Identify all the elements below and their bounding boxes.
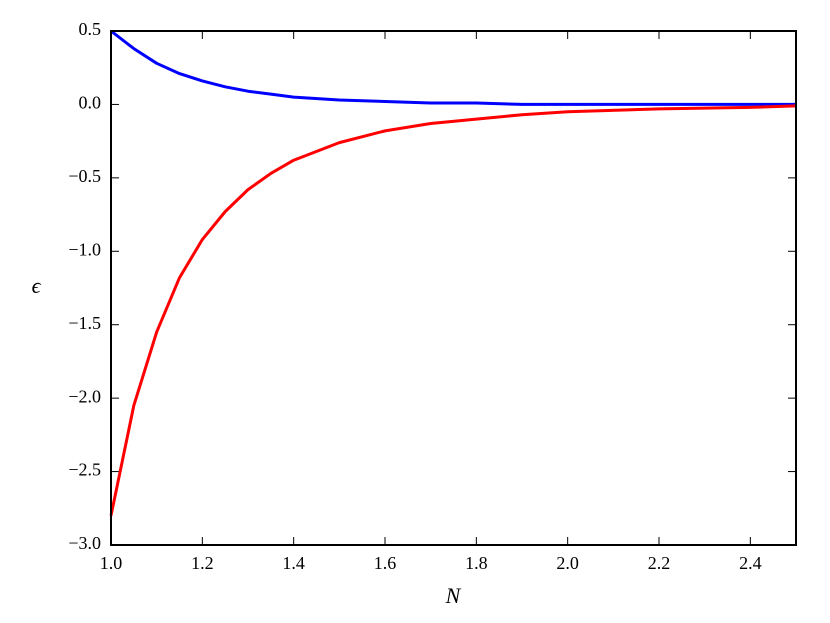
y-tick-label: −0.5	[68, 166, 101, 186]
y-tick-label: −2.0	[68, 386, 101, 406]
y-tick-label: −3.0	[68, 533, 101, 553]
line-series	[110, 29, 796, 106]
x-tick-label: 1.6	[374, 553, 397, 573]
x-tick-label: 1.0	[100, 553, 123, 573]
y-tick-label: 0.5	[79, 19, 102, 39]
line-series	[109, 104, 797, 516]
y-axis-label: ϵ	[32, 273, 42, 298]
x-tick-label: 2.4	[739, 553, 762, 573]
x-tick-label: 1.8	[465, 553, 488, 573]
x-tick-label: 2.2	[648, 553, 671, 573]
plot-frame	[110, 30, 797, 546]
x-tick-label: 1.4	[282, 553, 305, 573]
x-tick-label: 1.2	[191, 553, 214, 573]
y-tick-label: −1.0	[68, 239, 101, 259]
y-tick-label: −2.5	[68, 460, 101, 480]
x-axis-label: N	[445, 583, 462, 608]
x-tick-label: 2.0	[556, 553, 579, 573]
y-tick-label: 0.0	[79, 93, 102, 113]
y-tick-label: −1.5	[68, 313, 101, 333]
